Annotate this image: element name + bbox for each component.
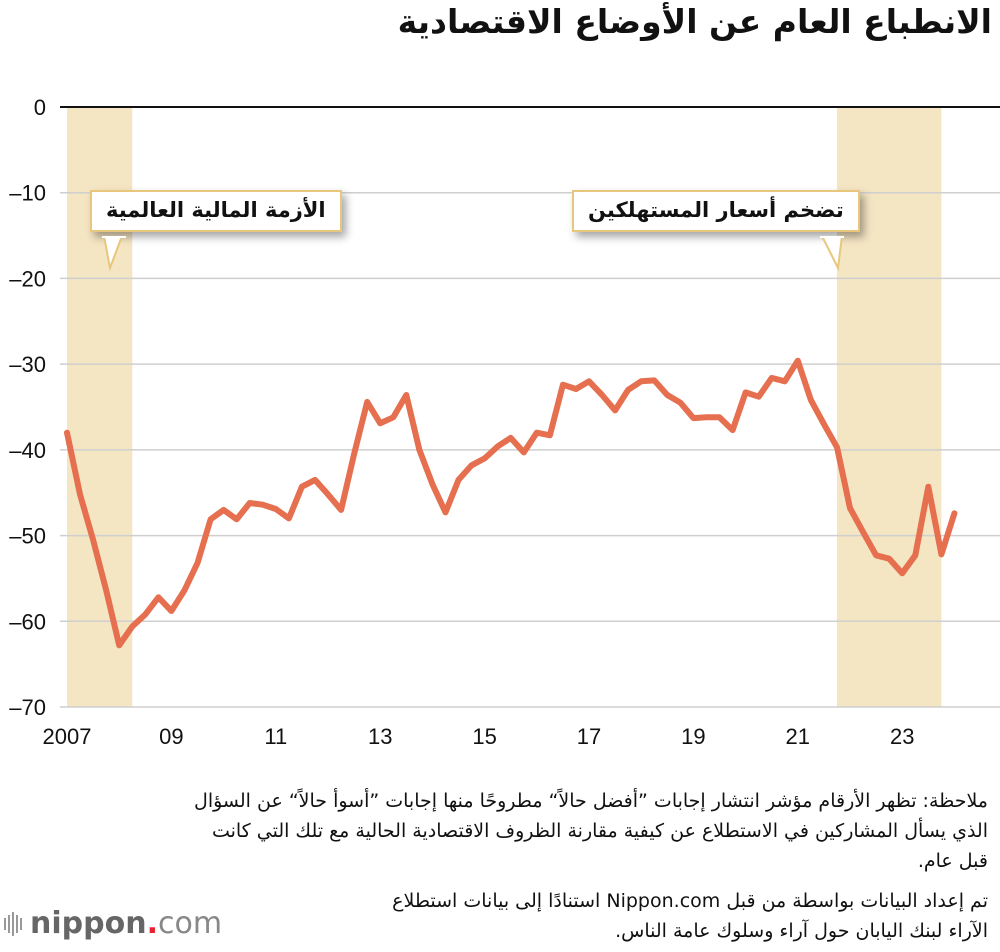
logo-dot: . [146, 906, 158, 941]
line-chart: 0–10–20–30–40–50–60–70 2007 09 11 13 15 17 19 2… [9, 95, 1000, 749]
y-tick-label: –10 [9, 181, 46, 206]
y-tick-label: –20 [9, 266, 46, 291]
x-tick-label: 23 [890, 724, 914, 749]
x-tick-label: 09 [159, 724, 183, 749]
annotation-financial-crisis: الأزمة المالية العالمية [90, 190, 342, 232]
note-line-1: ملاحظة: تظهر الأرقام مؤشر انتشار إجابات … [194, 790, 988, 812]
annotation-financial-crisis-label: الأزمة المالية العالمية [106, 198, 326, 222]
x-tick-label: 19 [681, 724, 705, 749]
y-tick-label: –30 [9, 352, 46, 377]
y-tick-label: –70 [9, 695, 46, 720]
nippon-logo: nippon. com [4, 906, 222, 941]
data-line [64, 357, 958, 649]
x-tick-label: 2007 [43, 724, 92, 749]
chart-title: الانطباع العام عن الأوضاع الاقتصادية [397, 2, 992, 41]
note-line-3: قبل عام. [917, 850, 988, 872]
annotation-consumer-inflation: تضخم أسعار المستهلكين [572, 190, 860, 232]
callout-tail-icon [820, 236, 844, 272]
y-tick-label: 0 [34, 95, 46, 120]
x-tick-label: 13 [368, 724, 392, 749]
y-tick-label: –40 [9, 438, 46, 463]
sound-bars-icon [4, 911, 22, 936]
x-axis-labels: 2007 09 11 13 15 17 19 21 23 [43, 724, 915, 749]
source-line-2: الآراء لبنك اليابان حول آراء وسلوك عامة … [615, 920, 988, 942]
callout-tail-icon [102, 236, 126, 272]
x-tick-label: 17 [577, 724, 601, 749]
y-axis-labels: 0 –10 –20 –30 –40 –50 –60 –70 [9, 95, 46, 720]
y-tick-label: –50 [9, 524, 46, 549]
y-tick-label: –60 [9, 609, 46, 634]
note-line-2: الذي يسأل المشاركين في الاستطلاع عن كيفي… [211, 820, 988, 842]
annotation-consumer-inflation-label: تضخم أسعار المستهلكين [588, 198, 844, 222]
source-line-1: تم إعداد البيانات بواسطة من قبل Nippon.c… [392, 890, 988, 912]
x-tick-label: 15 [472, 724, 496, 749]
x-tick-label: 21 [786, 724, 810, 749]
logo-tld: com [157, 906, 223, 941]
x-tick-label: 11 [264, 724, 287, 749]
logo-brand: nippon [30, 906, 147, 941]
